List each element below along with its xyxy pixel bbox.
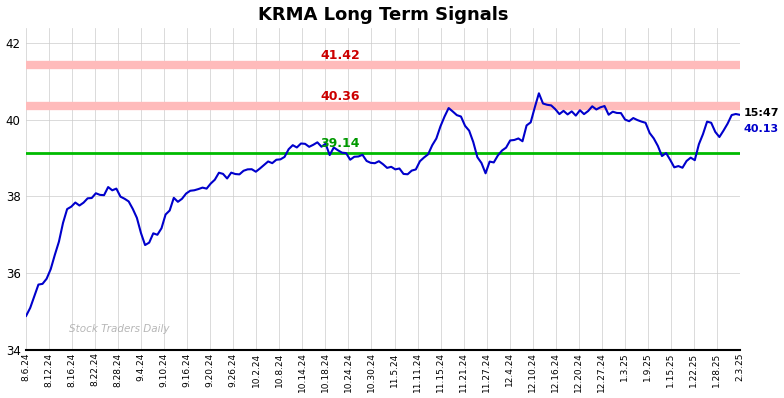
Text: 15:47: 15:47 xyxy=(743,108,779,118)
Text: 39.14: 39.14 xyxy=(321,137,360,150)
Text: 40.36: 40.36 xyxy=(321,90,360,103)
Text: 40.13: 40.13 xyxy=(743,124,779,134)
Title: KRMA Long Term Signals: KRMA Long Term Signals xyxy=(258,6,508,23)
Text: 41.42: 41.42 xyxy=(321,49,360,62)
Text: Stock Traders Daily: Stock Traders Daily xyxy=(69,324,169,334)
